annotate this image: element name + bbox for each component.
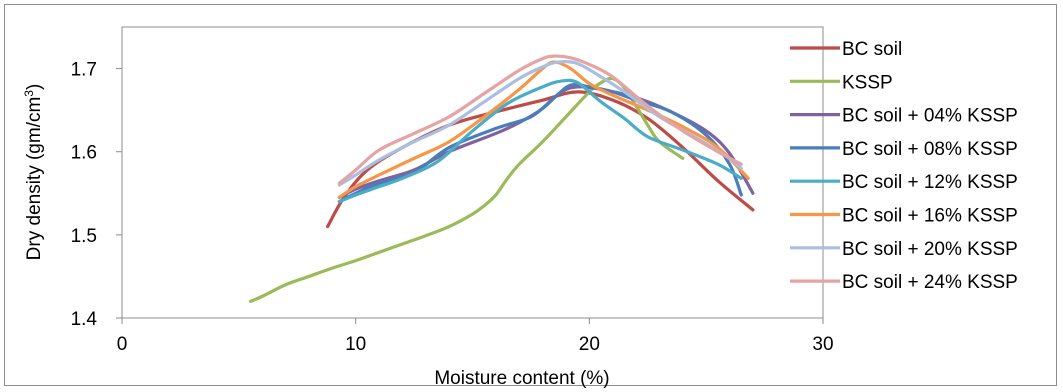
y-tick-label: 1.7 [71, 60, 97, 81]
legend-label-3: BC soil + 04% KSSP [842, 106, 1018, 127]
y-tick-label: 1.6 [71, 143, 97, 164]
legend-label-6: BC soil + 16% KSSP [842, 206, 1018, 227]
y-axis-label: Dry density (gm/cm3) [22, 84, 45, 261]
legend-label-4: BC soil + 08% KSSP [842, 139, 1018, 160]
legend: BC soil KSSP BC soil + 04% KSSP BC soil + 0… [790, 39, 1018, 293]
chart-frame [4, 4, 1057, 386]
x-tick-label: 20 [579, 334, 600, 355]
series-line-5 [337, 78, 743, 204]
legend-label-8: BC soil + 24% KSSP [842, 272, 1018, 293]
x-tick-label: 30 [812, 334, 833, 355]
series-line-4 [337, 82, 743, 204]
axis-layer: 0 10 20 30 1.4 1.5 1.6 1.7 [71, 60, 834, 355]
legend-label-1: BC soil [842, 39, 902, 60]
y-axis-label-main: Dry density (gm/cm [24, 97, 45, 261]
y-tick-label: 1.4 [71, 309, 98, 330]
series-line-2 [248, 76, 685, 303]
legend-label-7: BC soil + 20% KSSP [842, 239, 1018, 260]
x-tick-label: 10 [345, 334, 366, 355]
series-line-8 [337, 54, 743, 185]
plot-area [121, 26, 824, 319]
legend-label-2: KSSP [842, 72, 893, 93]
y-tick-label: 1.5 [71, 226, 97, 247]
x-tick-label: 0 [117, 334, 128, 355]
y-axis-label-sup: 3 [22, 90, 36, 97]
legend-label-5: BC soil + 12% KSSP [842, 172, 1018, 193]
y-axis-label-close: ) [24, 84, 45, 90]
series-line-1 [326, 90, 755, 229]
series-layer [248, 54, 755, 303]
x-axis-label: Moisture content (%) [434, 368, 609, 389]
